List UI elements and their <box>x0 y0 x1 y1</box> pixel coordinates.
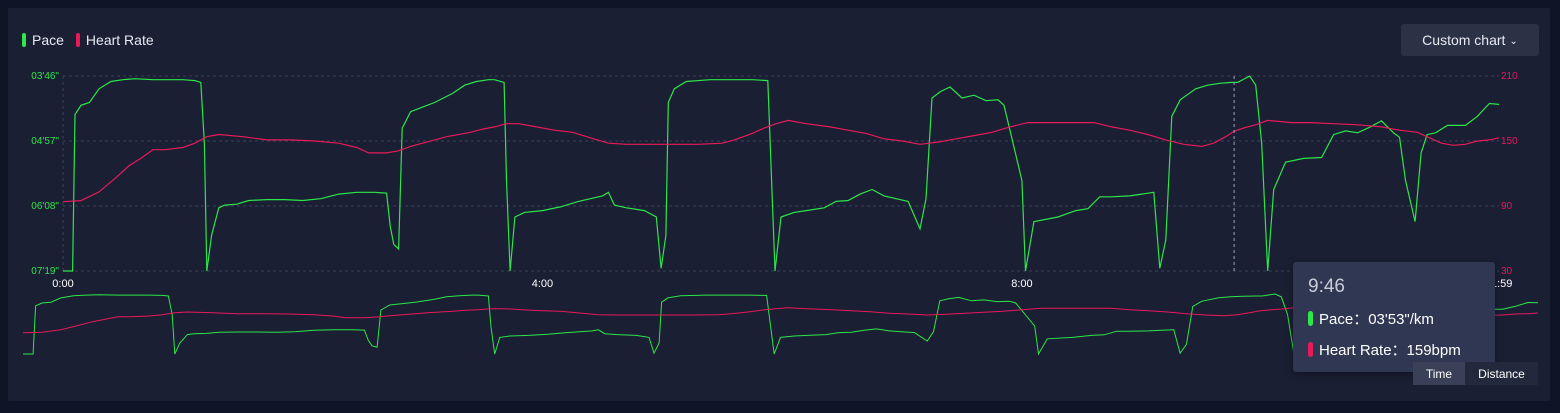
y-right-tick-label: 210 <box>1501 71 1518 82</box>
axis-mode-toggle: Time Distance <box>1413 362 1538 385</box>
x-tick-label: 4:00 <box>532 278 553 290</box>
y-left-tick-label: 03'46" <box>31 71 59 82</box>
overview-line-pace <box>23 293 1539 356</box>
legend-swatch-pace <box>22 33 26 47</box>
tooltip-hr-text: Heart Rate：159bpm <box>1319 342 1461 359</box>
legend-item-heart-rate[interactable]: Heart Rate <box>75 32 154 48</box>
series-line-heart-rate <box>62 119 1500 203</box>
overview-line-heart-rate <box>22 307 1539 334</box>
y-left-tick-label: 07'19" <box>31 266 59 277</box>
y-left-tick-label: 06'08" <box>31 201 59 212</box>
x-tick-label: 8:00 <box>1011 278 1032 290</box>
tooltip-pace-swatch <box>1308 311 1313 326</box>
tooltip-pace-row: Pace：03'53"/km <box>1308 308 1434 329</box>
custom-chart-button[interactable]: Custom chart ⌄ <box>1401 24 1539 56</box>
chevron-down-icon: ⌄ <box>1509 35 1518 47</box>
legend-swatch-heart-rate <box>75 33 80 47</box>
series-line-pace <box>63 75 1500 272</box>
custom-chart-label: Custom chart <box>1422 32 1506 48</box>
legend-label-pace: Pace <box>32 32 64 48</box>
legend-label-heart-rate: Heart Rate <box>85 32 154 48</box>
y-right-tick-label: 30 <box>1501 266 1513 277</box>
distance-button[interactable]: Distance <box>1465 362 1538 385</box>
y-right-tick-label: 150 <box>1501 136 1518 147</box>
legend-item-pace[interactable]: Pace <box>22 32 64 48</box>
tooltip-hr-swatch <box>1308 342 1313 357</box>
tooltip-time: 9:46 <box>1308 276 1345 297</box>
x-tick-label: 0:00 <box>52 278 73 290</box>
main-series <box>62 75 1500 272</box>
y-right-tick-label: 90 <box>1501 201 1513 212</box>
y-left-tick-label: 04'57" <box>31 136 59 147</box>
time-button[interactable]: Time <box>1413 362 1465 385</box>
legend: Pace Heart Rate <box>22 32 154 48</box>
tooltip-pace-text: Pace：03'53"/km <box>1319 311 1434 328</box>
tooltip-hr-row: Heart Rate：159bpm <box>1308 339 1461 360</box>
tooltip: 9:46 Pace：03'53"/km Heart Rate：159bpm <box>1293 262 1495 372</box>
grid-lines <box>62 75 1499 272</box>
overview-brush[interactable] <box>22 293 1539 356</box>
